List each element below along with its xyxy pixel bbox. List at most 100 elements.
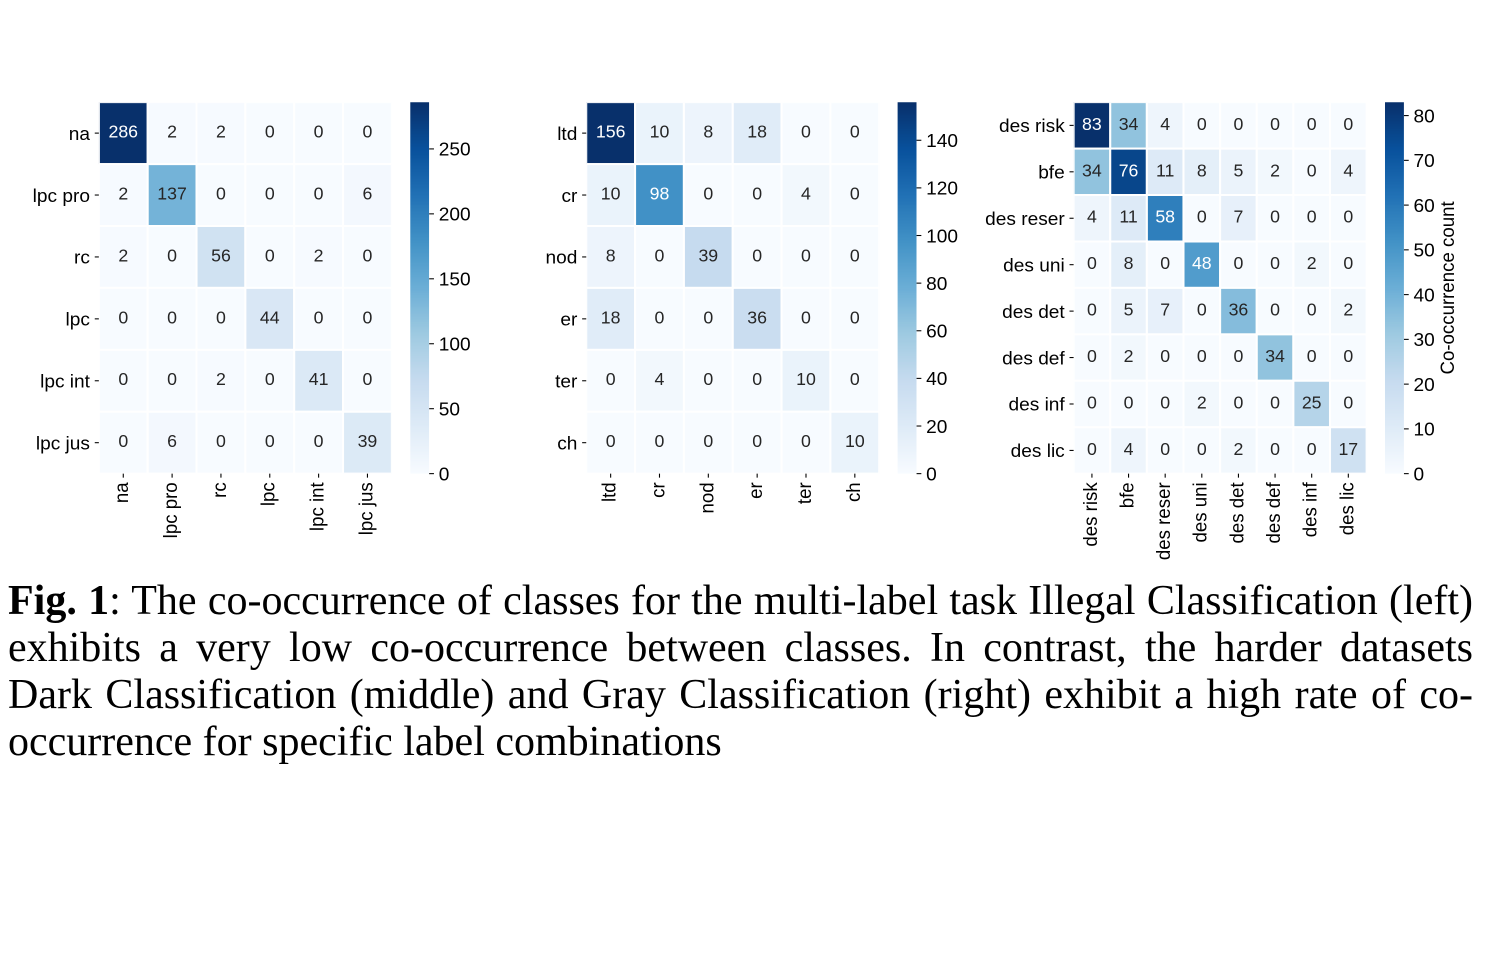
svg-text:des def: des def: [1264, 482, 1285, 544]
svg-text:0: 0: [363, 122, 373, 142]
svg-text:8: 8: [704, 122, 714, 142]
svg-text:2: 2: [118, 246, 128, 266]
svg-text:2: 2: [1197, 393, 1207, 413]
svg-text:0: 0: [265, 246, 275, 266]
svg-text:0: 0: [1307, 439, 1317, 459]
svg-text:50: 50: [439, 400, 460, 421]
svg-text:0: 0: [216, 431, 226, 451]
svg-text:rc: rc: [74, 248, 90, 269]
svg-text:0: 0: [1234, 393, 1244, 413]
svg-text:0: 0: [1160, 393, 1170, 413]
svg-text:cr: cr: [648, 482, 669, 498]
svg-text:0: 0: [1160, 346, 1170, 366]
svg-text:des risk: des risk: [999, 116, 1065, 137]
svg-text:0: 0: [1343, 114, 1353, 134]
svg-text:10: 10: [796, 369, 816, 389]
svg-text:0: 0: [1124, 393, 1134, 413]
svg-text:60: 60: [926, 322, 947, 343]
svg-text:286: 286: [109, 122, 139, 142]
svg-text:des risk: des risk: [1081, 482, 1102, 547]
svg-text:11: 11: [1156, 160, 1174, 180]
svg-text:0: 0: [314, 122, 324, 142]
svg-text:0: 0: [118, 369, 128, 389]
svg-text:0: 0: [1270, 253, 1280, 273]
svg-text:2: 2: [1307, 253, 1317, 273]
svg-text:0: 0: [1087, 346, 1097, 366]
svg-text:0: 0: [1160, 253, 1170, 273]
svg-text:0: 0: [1343, 207, 1353, 227]
svg-text:nod: nod: [546, 248, 578, 269]
svg-text:120: 120: [926, 179, 958, 200]
svg-text:des det: des det: [1002, 302, 1065, 323]
svg-text:18: 18: [601, 308, 621, 328]
svg-text:44: 44: [260, 308, 280, 328]
svg-text:0: 0: [1197, 300, 1207, 320]
svg-text:250: 250: [439, 140, 471, 161]
svg-text:11: 11: [1119, 207, 1137, 227]
svg-text:ter: ter: [795, 482, 816, 504]
svg-text:0: 0: [1234, 346, 1244, 366]
svg-text:80: 80: [926, 274, 947, 295]
svg-text:0: 0: [704, 184, 714, 204]
svg-text:0: 0: [1270, 207, 1280, 227]
svg-text:50: 50: [1414, 241, 1435, 262]
svg-text:200: 200: [439, 205, 471, 226]
svg-text:0: 0: [1087, 439, 1097, 459]
svg-text:0: 0: [1197, 207, 1207, 227]
svg-text:7: 7: [1234, 207, 1244, 227]
svg-text:0: 0: [1087, 253, 1097, 273]
svg-text:5: 5: [1124, 300, 1134, 320]
svg-text:0: 0: [655, 431, 665, 451]
svg-text:er: er: [746, 482, 767, 499]
svg-text:0: 0: [801, 246, 811, 266]
svg-text:0: 0: [850, 122, 860, 142]
svg-text:0: 0: [1343, 253, 1353, 273]
svg-text:0: 0: [1307, 160, 1317, 180]
svg-text:150: 150: [439, 270, 471, 291]
svg-text:0: 0: [1270, 114, 1280, 134]
svg-text:des inf: des inf: [1009, 395, 1066, 416]
svg-text:6: 6: [363, 184, 373, 204]
svg-text:2: 2: [216, 122, 226, 142]
svg-text:0: 0: [216, 308, 226, 328]
svg-text:des lic: des lic: [1011, 441, 1065, 462]
svg-text:8: 8: [1197, 160, 1207, 180]
svg-text:des uni: des uni: [1003, 256, 1065, 277]
svg-text:0: 0: [801, 308, 811, 328]
svg-text:8: 8: [1124, 253, 1134, 273]
svg-text:0: 0: [1414, 465, 1425, 486]
svg-text:0: 0: [704, 369, 714, 389]
svg-text:10: 10: [1414, 420, 1435, 441]
svg-text:4: 4: [655, 369, 665, 389]
svg-text:140: 140: [926, 131, 958, 152]
svg-text:des inf: des inf: [1301, 482, 1322, 538]
svg-text:0: 0: [363, 246, 373, 266]
svg-text:4: 4: [1160, 114, 1170, 134]
svg-text:0: 0: [1234, 114, 1244, 134]
svg-text:ter: ter: [555, 372, 577, 393]
svg-text:2: 2: [1124, 346, 1134, 366]
svg-text:100: 100: [439, 335, 471, 356]
svg-text:cr: cr: [562, 186, 578, 207]
svg-text:70: 70: [1414, 151, 1435, 172]
svg-text:6: 6: [167, 431, 177, 451]
svg-text:0: 0: [363, 369, 373, 389]
svg-text:Co-occurrence count: Co-occurrence count: [1438, 201, 1459, 375]
svg-text:0: 0: [1234, 253, 1244, 273]
svg-text:4: 4: [1343, 160, 1353, 180]
svg-text:2: 2: [216, 369, 226, 389]
svg-text:0: 0: [1270, 300, 1280, 320]
svg-text:2: 2: [1270, 160, 1280, 180]
svg-text:0: 0: [265, 122, 275, 142]
svg-text:39: 39: [358, 431, 378, 451]
svg-text:36: 36: [1229, 300, 1249, 320]
svg-text:0: 0: [1307, 300, 1317, 320]
svg-text:0: 0: [1307, 346, 1317, 366]
svg-text:20: 20: [926, 417, 947, 438]
svg-text:40: 40: [926, 369, 947, 390]
svg-text:2: 2: [167, 122, 177, 142]
svg-text:0: 0: [926, 465, 937, 486]
svg-text:des det: des det: [1227, 482, 1248, 544]
svg-text:137: 137: [157, 184, 187, 204]
svg-text:0: 0: [439, 465, 450, 486]
